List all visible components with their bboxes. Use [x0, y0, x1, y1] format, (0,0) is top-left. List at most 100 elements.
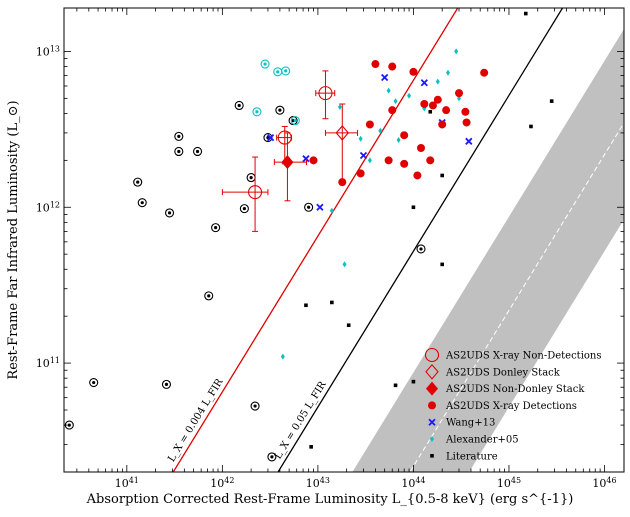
point-7-11 [239, 204, 249, 214]
legend-marker-4 [428, 418, 436, 426]
point-3-19 [455, 89, 464, 98]
point-6-9 [393, 383, 398, 388]
point-3-9 [400, 131, 409, 140]
series-small-square [304, 11, 554, 449]
point-3-2 [356, 169, 365, 178]
series-x-cross [266, 73, 473, 211]
point-8-0-ring [260, 59, 270, 69]
point-7-15-ring [304, 202, 314, 212]
point-7-4-ring [137, 198, 147, 208]
point-7-2 [161, 379, 172, 389]
x-tick-label: 1045 [497, 476, 521, 491]
point-8-3-ring [252, 107, 262, 117]
y-tick-label: 1012 [36, 200, 60, 215]
point-7-11-dot [242, 207, 246, 211]
point-7-12-ring [204, 291, 214, 301]
legend-label-5: Alexander+05 [445, 435, 519, 446]
point-7-1-ring [89, 378, 99, 388]
point-3-15 [428, 101, 437, 110]
point-7-2-dot [164, 382, 169, 386]
point-6-8 [549, 99, 554, 103]
point-4-1 [302, 155, 310, 163]
point-7-16 [246, 173, 256, 183]
point-7-1 [89, 378, 99, 388]
data-marks [64, 11, 554, 462]
point-3-4 [371, 60, 380, 69]
point-4-3 [359, 151, 368, 160]
point-5-13 [454, 48, 459, 55]
point-5-11 [435, 78, 440, 85]
point-7-8-dot [195, 149, 200, 154]
point-7-17-ring [288, 116, 298, 126]
point-8-4 [290, 116, 300, 126]
point-5-12 [445, 69, 450, 76]
legend-marker-5 [430, 436, 434, 442]
point-8-1-dot [276, 70, 280, 74]
point-5-8 [396, 137, 401, 144]
point-6-0 [304, 303, 308, 308]
point-3-7 [388, 62, 397, 71]
point-7-20 [416, 244, 426, 254]
point-7-8 [193, 146, 203, 157]
point-4-5 [420, 79, 428, 87]
point-7-19 [275, 105, 285, 115]
point-5-3 [280, 353, 285, 360]
point-8-3 [252, 107, 262, 117]
point-7-2-ring [161, 379, 172, 389]
point-7-9-ring [211, 223, 221, 233]
series-filled-diamond-errorbar [273, 132, 308, 202]
point-7-5-ring [164, 208, 175, 218]
relation-line-0 [172, 8, 459, 472]
band-layer [352, 28, 624, 472]
point-6-7 [529, 124, 533, 129]
point-5-6 [386, 87, 391, 94]
legend-label-2: AS2UDS Non-Donley Stack [445, 384, 585, 395]
series-circled-dot [252, 59, 300, 126]
y-tick-label: 1013 [36, 44, 60, 59]
point-3-12 [416, 144, 425, 153]
axis-ticks: 1041 1042 1043 1044 1045 1046 1011 1012 1013 [36, 8, 624, 490]
legend-label-4: Wang+13 [446, 418, 495, 429]
point-7-5 [164, 208, 175, 218]
point-7-10-dot [237, 103, 241, 108]
legend-item-6: Literature [430, 451, 498, 462]
point-6-3 [309, 445, 313, 449]
legend-marker-2 [426, 381, 438, 396]
point-8-4-ring [290, 116, 300, 126]
legend-label-6: Literature [446, 451, 498, 462]
legend-item-5: Alexander+05 [430, 435, 519, 446]
point-7-12 [204, 291, 214, 301]
point-7-5-dot [167, 211, 172, 215]
point-3-6 [388, 106, 397, 115]
point-3-8 [400, 159, 409, 168]
legend-item-0: AS2UDS X-ray Non-Detections [424, 347, 602, 363]
point-7-9 [211, 223, 221, 233]
point-7-19-ring [275, 105, 285, 115]
point-7-13-dot [253, 404, 257, 408]
point-7-3-dot [136, 180, 140, 184]
point-7-0-dot [67, 423, 71, 427]
series-small-diamond [280, 48, 462, 360]
x-tick-label: 1043 [306, 476, 330, 491]
point-7-20-ring [416, 244, 426, 254]
point-8-0-dot [263, 62, 267, 66]
point-7-14-ring [267, 452, 277, 462]
series-open-circle-errorbar [221, 70, 336, 232]
series-open-diamond-errorbar [324, 103, 359, 185]
point-3-18 [442, 106, 451, 115]
y-axis-label: Rest-Frame Far Infrared Luminosity (L_⊙) [6, 100, 21, 379]
point-4-0 [266, 133, 275, 142]
point-6-2 [346, 323, 351, 328]
legend-label-0: AS2UDS X-ray Non-Detections [445, 351, 602, 362]
point-5-0 [329, 207, 334, 214]
x-tick-label: 1044 [401, 476, 425, 491]
point-6-10 [411, 379, 416, 384]
point-5-1 [342, 261, 347, 268]
point-7-17 [288, 116, 298, 126]
point-7-8-ring [193, 146, 203, 157]
series-circled-dot [64, 100, 426, 462]
point-7-15-dot [307, 205, 311, 209]
point-7-6-ring [174, 146, 184, 157]
x-tick-label: 1046 [592, 476, 616, 491]
